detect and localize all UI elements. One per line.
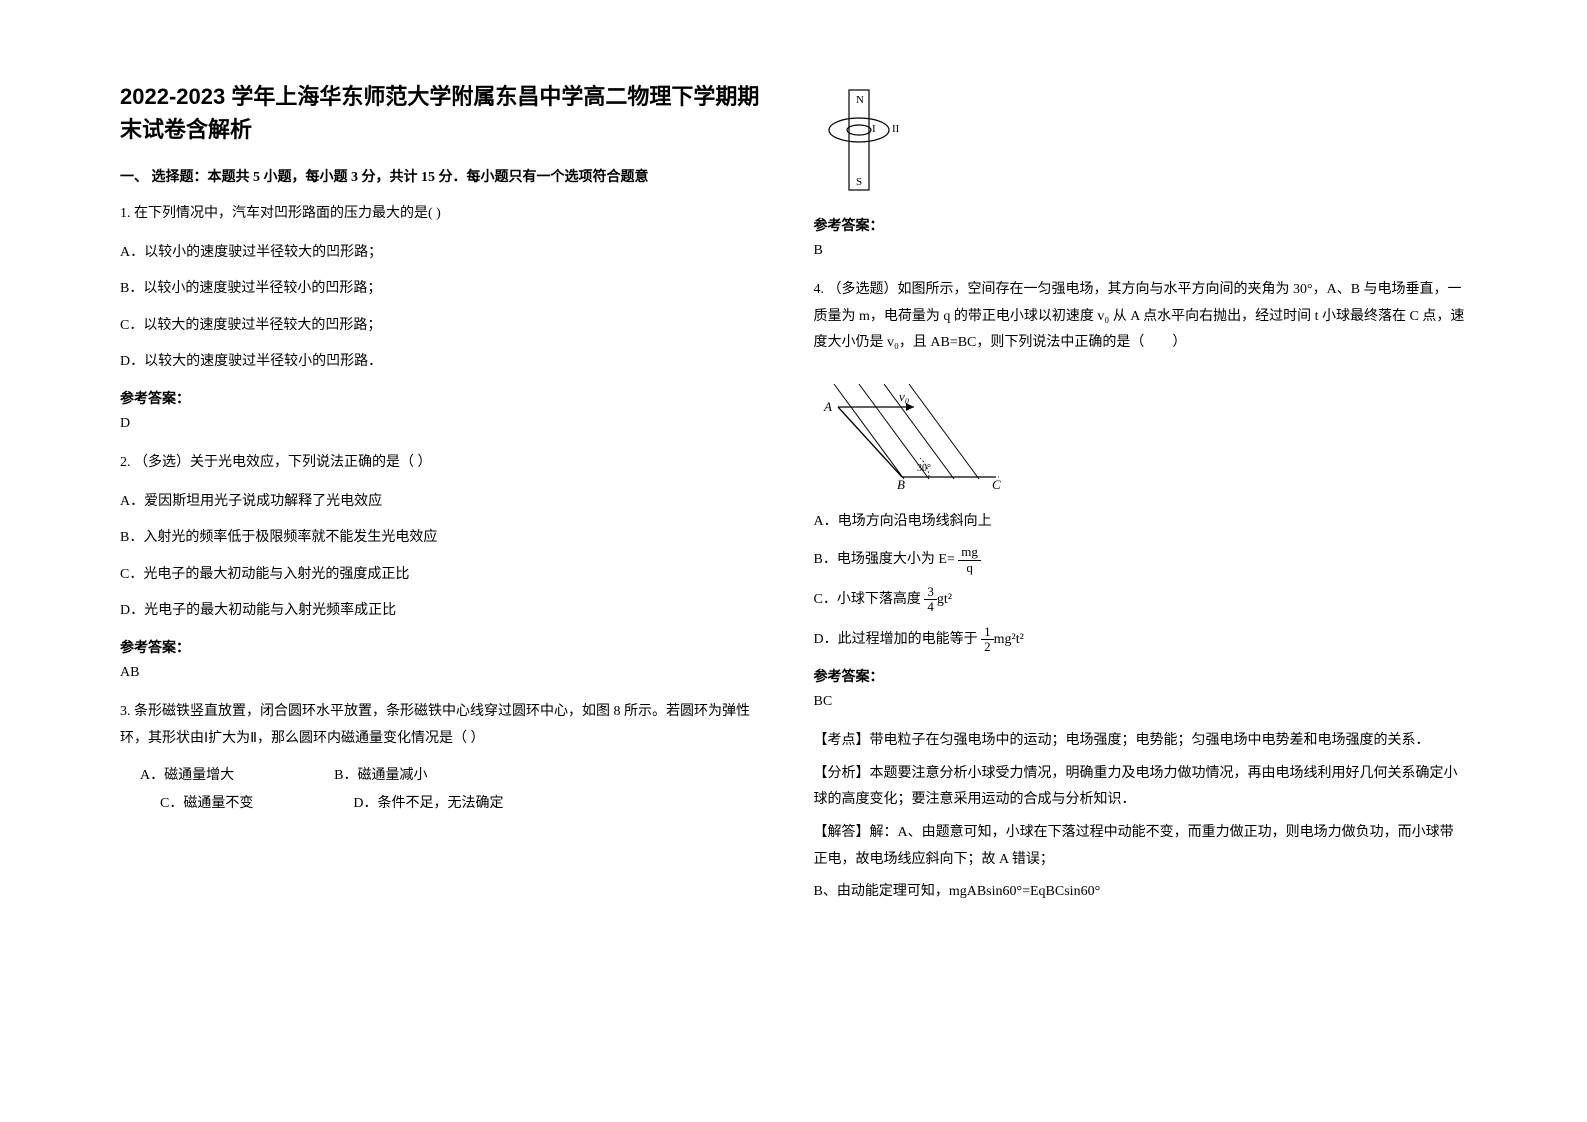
q3-answer: B [814, 243, 1468, 259]
q4-option-c: C．小球下落高度 34gt² [814, 585, 1468, 615]
q4-c-den: 4 [924, 600, 937, 614]
q3-answer-label: 参考答案： [814, 215, 1468, 235]
label-n: N [856, 94, 864, 106]
jieda2: B、由动能定理可知，mgABsin60°=EqBCsin60° [814, 879, 1468, 906]
q3-stem: 3. 条形磁铁竖直放置，闭合圆环水平放置，条形磁铁中心线穿过圆环中心，如图 8 … [120, 699, 774, 752]
label-c: C [992, 477, 1001, 489]
q1-answer: D [120, 416, 774, 432]
fenxi: 【分析】本题要注意分析小球受力情况，明确重力及电场力做功情况，再由电场线利用好几… [814, 761, 1468, 814]
q4-b-prefix: B．电场强度大小为 E= [814, 552, 959, 567]
q3-option-b: B．磁通量减小 [334, 764, 427, 784]
q2-option-b: B．入射光的频率低于极限频率就不能发生光电效应 [120, 525, 774, 552]
q4-c-prefix: C．小球下落高度 [814, 592, 925, 607]
q1-stem: 1. 在下列情况中，汽车对凹形路面的压力最大的是( ) [120, 201, 774, 228]
q2-answer: AB [120, 665, 774, 681]
q3-option-c: C．磁通量不变 [140, 792, 253, 812]
q3-options-row1: A．磁通量增大 B．磁通量减小 [120, 764, 774, 784]
q1-answer-label: 参考答案： [120, 388, 774, 408]
q2-option-a: A．爱因斯坦用光子说成功解释了光电效应 [120, 489, 774, 516]
section-heading: 一、 选择题：本题共 5 小题，每小题 3 分，共计 15 分．每小题只有一个选… [120, 166, 774, 186]
q4-c-num: 3 [924, 585, 937, 600]
document-title: 2022-2023 学年上海华东师范大学附属东昌中学高二物理下学期期末试卷含解析 [120, 80, 774, 146]
q4-option-b: B．电场强度大小为 E= mgq [814, 545, 1468, 575]
q3-option-a: A．磁通量增大 [120, 764, 234, 784]
left-column: 2022-2023 学年上海华东师范大学附属东昌中学高二物理下学期期末试卷含解析… [100, 80, 794, 1062]
q4-b-den: q [958, 561, 981, 575]
label-a: A [823, 399, 832, 414]
q4-option-d: D．此过程增加的电能等于 12mg²t² [814, 625, 1468, 655]
q4-b-num: mg [958, 545, 981, 560]
label-s: S [856, 176, 862, 188]
q4-stem: 4. （多选题）如图所示，空间存在一匀强电场，其方向与水平方向间的夹角为 30°… [814, 277, 1468, 357]
label-angle: 30° [917, 463, 931, 474]
q4-d-fraction: 12 [981, 625, 994, 655]
label-ii: II [892, 123, 900, 135]
magnet-figure: N S I II [814, 85, 1468, 200]
q4-d-suffix: mg²t² [994, 632, 1024, 647]
field-figure: A v₀ B C 30° [814, 369, 1468, 494]
label-b: B [897, 477, 905, 489]
q4-option-a: A．电场方向沿电场线斜向上 [814, 509, 1468, 536]
q2-stem: 2. （多选）关于光电效应，下列说法正确的是（ ） [120, 450, 774, 477]
q2-option-d: D．光电子的最大初动能与入射光频率成正比 [120, 598, 774, 625]
right-column: N S I II 参考答案： B 4. （多选题）如图所示，空间存在一匀强电场，… [794, 80, 1488, 1062]
q4-d-prefix: D．此过程增加的电能等于 [814, 632, 982, 647]
q1-option-c: C．以较大的速度驶过半径较大的凹形路； [120, 313, 774, 340]
q4-answer-label: 参考答案： [814, 666, 1468, 686]
q1-option-b: B．以较小的速度驶过半径较小的凹形路； [120, 276, 774, 303]
q1-option-a: A．以较小的速度驶过半径较大的凹形路； [120, 240, 774, 267]
q2-option-c: C．光电子的最大初动能与入射光的强度成正比 [120, 562, 774, 589]
q3-options-row2: C．磁通量不变 D．条件不足，无法确定 [120, 792, 774, 812]
q4-d-num: 1 [981, 625, 994, 640]
q4-c-suffix: gt² [937, 592, 952, 607]
q3-option-d: D．条件不足，无法确定 [353, 792, 503, 812]
jieda1: 【解答】解：A、由题意可知，小球在下落过程中动能不变，而重力做正功，则电场力做负… [814, 820, 1468, 873]
label-i: I [872, 123, 876, 135]
q2-answer-label: 参考答案： [120, 637, 774, 657]
q4-d-den: 2 [981, 640, 994, 654]
kaodian: 【考点】带电粒子在匀强电场中的运动；电场强度；电势能；匀强电场中电势差和电场强度… [814, 728, 1468, 755]
q4-c-fraction: 34 [924, 585, 937, 615]
q4-answer: BC [814, 694, 1468, 710]
q4-b-fraction: mgq [958, 545, 981, 575]
label-v0: v₀ [899, 389, 909, 404]
q1-option-d: D．以较大的速度驶过半径较小的凹形路． [120, 349, 774, 376]
